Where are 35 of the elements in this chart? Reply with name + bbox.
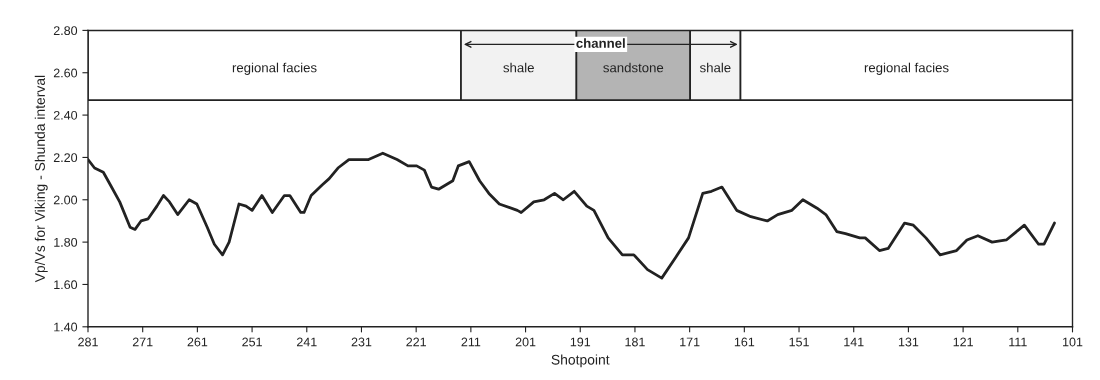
band-label: shale [503,62,534,73]
y-axis-title: Vp/Vs for Viking - Shunda interval [34,75,48,283]
y-tick-label: 2.00 [53,195,78,205]
x-tick-label: 221 [406,337,426,347]
y-tick-label: 1.60 [54,280,78,290]
annotation: channel [576,38,625,48]
x-tick-label: 181 [625,337,645,347]
x-tick-label: 251 [242,337,262,347]
x-tick-label: 121 [953,337,973,347]
band-label: shale [699,62,731,73]
x-tick-label: 171 [680,337,700,347]
x-tick-label: 241 [296,337,317,347]
x-tick-label: 191 [570,337,591,347]
y-tick-label: 1.80 [54,237,78,247]
x-tick-label: 271 [132,337,153,347]
x-tick-label: 111 [1009,337,1027,347]
y-tick-label: 2.20 [53,153,78,163]
x-axis-title: Shotpoint [551,354,610,368]
x-tick-label: 141 [844,337,864,347]
y-tick-label: 2.40 [53,110,78,120]
y-tick-label: 2.80 [53,26,78,36]
x-tick-label: 281 [78,337,98,347]
x-tick-label: 201 [515,337,536,347]
y-tick-label: 1.40 [54,322,78,332]
band-label: sandstone [603,62,664,73]
x-tick-label: 231 [351,337,372,347]
x-tick-label: 151 [789,337,809,347]
band-label: regional facies [232,62,317,75]
y-tick-label: 2.60 [53,68,78,78]
x-tick-label: 131 [898,337,919,347]
band-label: regional facies [864,62,949,75]
x-tick-label: 101 [1063,337,1083,347]
x-tick-label: 261 [187,337,208,347]
x-tick-label: 161 [734,337,755,347]
x-tick-label: 211 [461,337,481,347]
